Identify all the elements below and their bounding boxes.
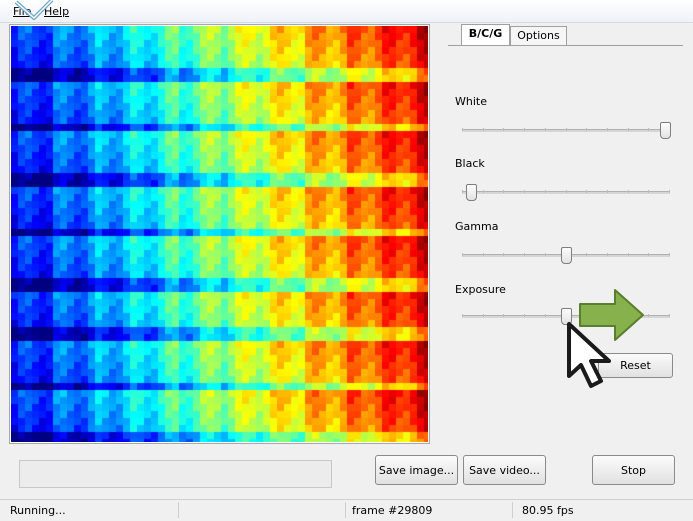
slider-tick	[483, 128, 484, 131]
save-image-button[interactable]: Save image...	[375, 455, 458, 485]
status-separator	[178, 502, 179, 518]
menu-help[interactable]: Help	[44, 5, 70, 18]
slider-tick	[503, 314, 504, 317]
black-slider-thumb[interactable]	[466, 184, 477, 201]
slider-tick	[566, 128, 567, 131]
slider-tick	[503, 253, 504, 256]
slider-tick	[586, 253, 587, 256]
slider-tick	[607, 128, 608, 131]
slider-tick	[545, 253, 546, 256]
menu-file[interactable]: File	[13, 5, 32, 18]
slider-tick	[628, 253, 629, 256]
exposure-slider-thumb[interactable]	[561, 308, 572, 325]
slider-tick	[483, 190, 484, 193]
slider-tick	[462, 253, 463, 256]
white-slider-thumb[interactable]	[660, 122, 671, 139]
slider-tick	[669, 253, 670, 256]
slider-tick	[648, 128, 649, 131]
slider-tick	[462, 314, 463, 317]
camera-image-view	[9, 24, 430, 444]
black-label: Black	[455, 157, 485, 170]
slider-tick	[648, 190, 649, 193]
save-video-button[interactable]: Save video...	[463, 455, 546, 485]
slider-tick	[669, 314, 670, 317]
slider-tick	[524, 253, 525, 256]
status-separator	[512, 502, 513, 518]
tab-bcg[interactable]: B/C/G	[461, 24, 510, 45]
slider-tick	[607, 314, 608, 317]
tab-options[interactable]: Options	[510, 26, 567, 45]
slider-tick	[483, 253, 484, 256]
progress-bar	[19, 460, 332, 488]
gamma-slider[interactable]	[462, 245, 670, 265]
slider-tick	[648, 314, 649, 317]
slider-tick	[545, 190, 546, 193]
slider-tick	[586, 314, 587, 317]
menu-bar: File Help	[0, 0, 693, 23]
slider-tick	[483, 314, 484, 317]
slider-tick	[503, 190, 504, 193]
slider-tick	[524, 314, 525, 317]
status-fps: 80.95 fps	[522, 504, 574, 517]
black-slider-track	[462, 190, 670, 194]
white-slider[interactable]	[462, 120, 671, 140]
slider-tick	[648, 253, 649, 256]
white-label: White	[455, 95, 487, 108]
slider-tick	[628, 190, 629, 193]
slider-tick	[524, 190, 525, 193]
tab-page-bcg	[448, 45, 683, 446]
status-state: Running...	[10, 504, 66, 517]
slider-tick	[462, 190, 463, 193]
slider-tick	[462, 128, 463, 131]
reset-button[interactable]: Reset	[598, 353, 673, 378]
slider-tick	[607, 253, 608, 256]
slider-tick	[566, 190, 567, 193]
slider-tick	[669, 190, 670, 193]
exposure-slider[interactable]	[462, 306, 670, 326]
slider-tick	[586, 190, 587, 193]
camera-image	[11, 26, 428, 442]
status-frame: frame #29809	[352, 504, 433, 517]
slider-tick	[545, 314, 546, 317]
gamma-slider-thumb[interactable]	[561, 247, 572, 264]
slider-tick	[628, 128, 629, 131]
stop-button[interactable]: Stop	[592, 455, 675, 485]
black-slider[interactable]	[462, 182, 670, 202]
status-separator	[345, 502, 346, 518]
white-slider-track	[462, 128, 670, 132]
gamma-label: Gamma	[455, 220, 499, 233]
exposure-label: Exposure	[455, 283, 506, 296]
slider-tick	[607, 190, 608, 193]
slider-tick	[524, 128, 525, 131]
slider-tick	[628, 314, 629, 317]
slider-tick	[503, 128, 504, 131]
slider-tick	[586, 128, 587, 131]
status-bar: Running... frame #29809 80.95 fps	[0, 499, 693, 521]
slider-tick	[545, 128, 546, 131]
